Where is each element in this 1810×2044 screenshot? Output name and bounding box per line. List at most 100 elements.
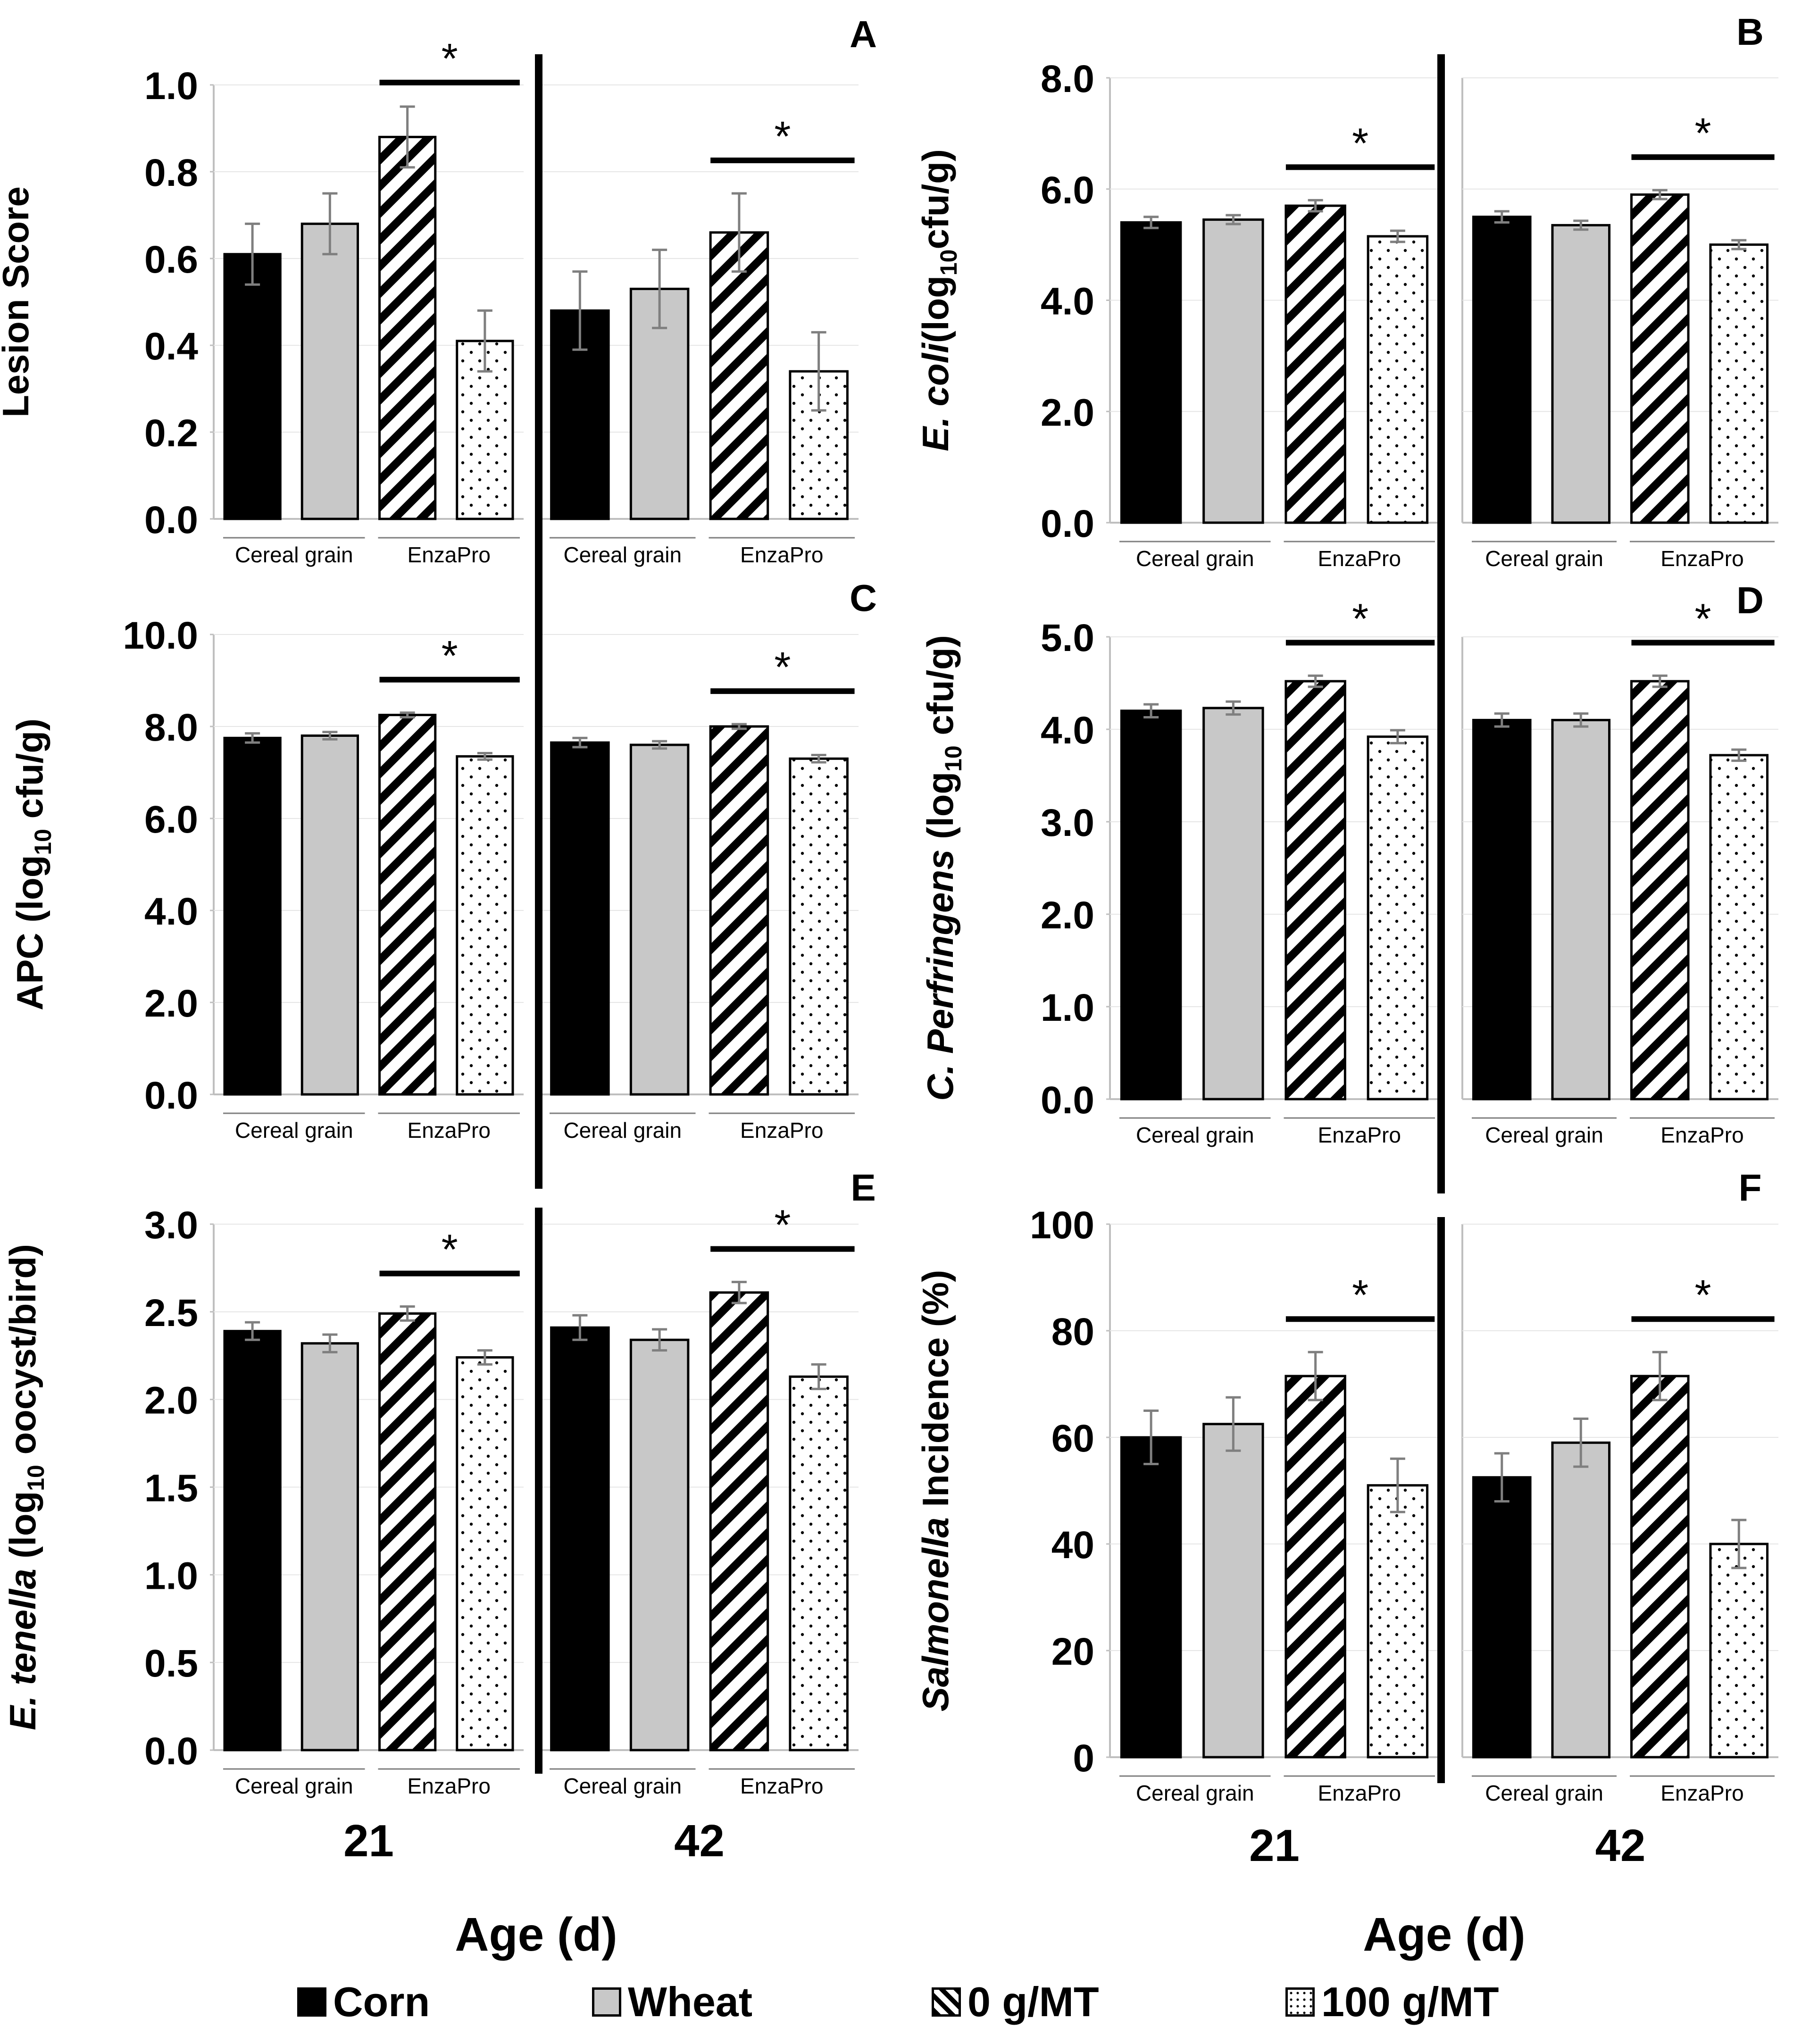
legend: Corn Wheat 0 g/MT 100 g/MT <box>0 1977 1810 2028</box>
y-axis-title-part: E. coli <box>915 342 956 451</box>
age-label-42: 42 <box>1595 1820 1646 1871</box>
group-label: Cereal grain <box>235 1774 353 1798</box>
group-label: Cereal grain <box>235 1118 353 1143</box>
significance-star: * <box>774 1202 791 1249</box>
y-tick-label: 60 <box>1051 1417 1094 1460</box>
y-tick-label: 0.6 <box>144 238 198 281</box>
bar-wheat <box>1202 707 1264 1101</box>
legend-swatch-wheat <box>592 1987 621 2017</box>
bar-corn <box>1472 216 1532 524</box>
group-label: Cereal grain <box>1136 1123 1254 1147</box>
y-tick-label: 5.0 <box>1041 617 1094 659</box>
bar-0gmt <box>1285 204 1346 524</box>
y-tick-label: 3.0 <box>1041 801 1094 844</box>
y-axis-title-part: 10 <box>940 745 967 772</box>
y-axis-title: C. Perfringens (log10 cfu/g) <box>919 635 967 1101</box>
group-label: EnzaPro <box>740 1118 823 1143</box>
group-label: EnzaPro <box>1660 1123 1743 1147</box>
bar-wheat <box>1551 1441 1611 1759</box>
group-label: EnzaPro <box>1318 1781 1401 1805</box>
bar-100gmt <box>1367 235 1429 524</box>
group-label: EnzaPro <box>1318 546 1401 571</box>
bar-100gmt <box>456 1356 514 1752</box>
legend-swatch-corn <box>297 1987 326 2017</box>
figure-canvas: 0.0 0.2 0.4 0.6 0.8 1.0 Lesion Score * Cereal gr… <box>0 11 1778 1961</box>
y-axis-title-part: 10 <box>30 829 56 855</box>
age-label-42: 42 <box>674 1816 725 1866</box>
y-axis-title-part: (log <box>915 275 956 343</box>
y-axis-title-part: 10 <box>23 1465 49 1491</box>
group-label: Cereal grain <box>563 1118 682 1143</box>
panel-letter: F <box>1739 1167 1762 1209</box>
y-tick-label: 4.0 <box>1041 280 1094 323</box>
y-axis-title-part: 10 <box>935 250 962 276</box>
panel-letter: E <box>851 1167 876 1209</box>
y-tick-label: 2.0 <box>144 982 198 1025</box>
legend-swatch-stripes <box>932 1987 961 2017</box>
y-axis-title-part: E. tenella <box>2 1568 43 1730</box>
y-tick-label: 0.5 <box>144 1642 198 1685</box>
significance-star: * <box>442 35 458 83</box>
bar-corn <box>550 1326 610 1752</box>
y-tick-label: 100 <box>1030 1204 1094 1247</box>
y-axis-title: APC (log10 cfu/g) <box>9 718 56 1010</box>
significance-star: * <box>1352 595 1368 642</box>
bar-100gmt <box>1367 1484 1429 1759</box>
y-tick-label: 0.0 <box>1041 1079 1094 1122</box>
y-tick-label: 2.0 <box>1041 391 1094 434</box>
y-tick-label: 0.2 <box>144 412 198 455</box>
y-tick-label: 0.0 <box>144 1074 198 1117</box>
bar-0gmt <box>1630 193 1690 524</box>
y-tick-label: 0.0 <box>1041 502 1094 545</box>
y-axis-title-part: cfu/g) <box>915 149 956 249</box>
legend-label: Wheat <box>628 1978 752 2025</box>
bar-100gmt <box>789 757 849 1096</box>
y-axis-title: E. tenella (log10 oocyst/bird) <box>2 1244 49 1730</box>
y-axis-title: Salmonella Incidence (%) <box>915 1270 956 1711</box>
legend-item-corn: Corn <box>297 1981 430 2023</box>
y-axis-title-part: Salmonella <box>915 1517 956 1711</box>
x-axis-title: Age (d) <box>1363 1908 1525 1961</box>
panel-letter: B <box>1736 11 1764 53</box>
significance-star: * <box>442 633 458 680</box>
bar-0gmt <box>1285 680 1346 1101</box>
significance-star: * <box>1695 595 1711 642</box>
y-tick-label: 1.0 <box>144 65 198 108</box>
group-label: Cereal grain <box>1485 1123 1603 1147</box>
y-tick-label: 3.0 <box>144 1204 198 1247</box>
bar-corn <box>1472 718 1532 1101</box>
group-label: Cereal grain <box>563 1774 682 1798</box>
panel-letter: C <box>850 577 877 619</box>
y-tick-label: 1.5 <box>144 1467 198 1510</box>
group-label: EnzaPro <box>740 1774 823 1798</box>
bar-0gmt <box>1630 680 1690 1101</box>
bar-100gmt <box>1709 754 1769 1101</box>
y-tick-label: 2.5 <box>144 1292 198 1335</box>
group-label: EnzaPro <box>408 1774 491 1798</box>
y-tick-label: 2.0 <box>1041 894 1094 937</box>
bar-wheat <box>300 734 359 1096</box>
bar-0gmt <box>709 725 769 1096</box>
y-axis-title: Lesion Score <box>0 186 36 417</box>
y-axis-title: E. coli(log10cfu/g) <box>915 149 962 451</box>
bar-100gmt <box>456 755 514 1096</box>
y-axis-title-part: (log <box>2 1491 43 1569</box>
age-label-21: 21 <box>1249 1820 1300 1871</box>
bar-corn <box>223 1330 282 1752</box>
y-tick-label: 0.0 <box>144 499 198 542</box>
bar-wheat <box>1551 718 1611 1101</box>
y-tick-label: 4.0 <box>1041 709 1094 752</box>
bar-corn <box>223 736 282 1096</box>
y-axis-title-part: Incidence (%) <box>915 1270 956 1517</box>
panel-letter: A <box>850 13 877 55</box>
bar-100gmt <box>1709 243 1769 524</box>
panel-B: 0.0 2.0 4.0 6.0 8.0 E. coli(log10cfu/g) * Cerea… <box>915 11 1778 613</box>
y-tick-label: 20 <box>1051 1630 1094 1673</box>
group-label: EnzaPro <box>1660 546 1743 571</box>
bar-wheat <box>300 1342 359 1752</box>
group-label: EnzaPro <box>1660 1781 1743 1805</box>
legend-swatch-dots <box>1285 1987 1315 2017</box>
panel-letter: D <box>1736 579 1764 621</box>
y-tick-label: 8.0 <box>144 706 198 749</box>
y-tick-label: 4.0 <box>144 890 198 933</box>
